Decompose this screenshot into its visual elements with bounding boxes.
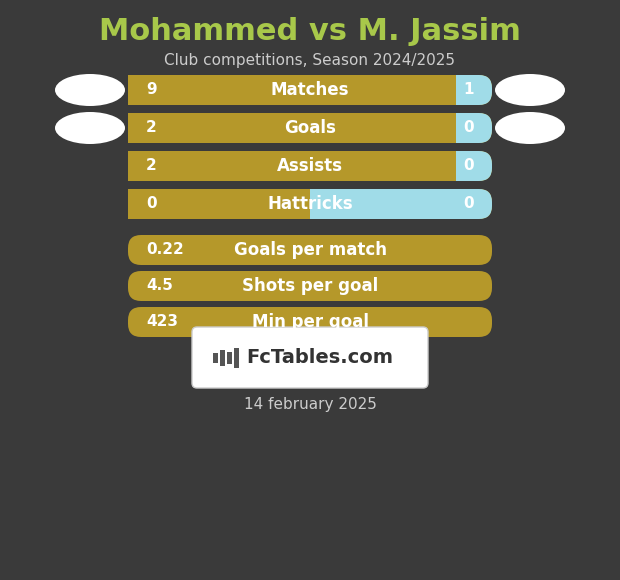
Ellipse shape: [495, 112, 565, 144]
Text: 2: 2: [146, 121, 157, 136]
FancyBboxPatch shape: [128, 113, 492, 143]
Bar: [220, 350, 225, 365]
Text: 423: 423: [146, 314, 178, 329]
Text: Hattricks: Hattricks: [267, 195, 353, 213]
FancyBboxPatch shape: [128, 189, 310, 219]
Text: Matches: Matches: [271, 81, 349, 99]
Text: Goals per match: Goals per match: [234, 241, 386, 259]
Text: 2: 2: [146, 158, 157, 173]
Text: Mohammed vs M. Jassim: Mohammed vs M. Jassim: [99, 17, 521, 46]
Bar: [227, 351, 232, 364]
FancyBboxPatch shape: [128, 235, 492, 265]
FancyBboxPatch shape: [128, 271, 492, 301]
FancyBboxPatch shape: [128, 75, 456, 105]
Text: Assists: Assists: [277, 157, 343, 175]
FancyBboxPatch shape: [128, 189, 492, 219]
Text: 0: 0: [146, 197, 157, 212]
FancyBboxPatch shape: [128, 307, 492, 337]
FancyBboxPatch shape: [128, 75, 492, 105]
Text: 0: 0: [463, 158, 474, 173]
Bar: [213, 353, 218, 362]
Text: Goals: Goals: [284, 119, 336, 137]
Bar: [234, 347, 239, 368]
FancyBboxPatch shape: [128, 113, 492, 143]
FancyBboxPatch shape: [128, 75, 492, 105]
FancyBboxPatch shape: [128, 151, 492, 181]
Text: Club competitions, Season 2024/2025: Club competitions, Season 2024/2025: [164, 53, 456, 67]
Text: 14 february 2025: 14 february 2025: [244, 397, 376, 412]
FancyBboxPatch shape: [128, 189, 492, 219]
Text: 1: 1: [464, 82, 474, 97]
Text: 4.5: 4.5: [146, 278, 173, 293]
Text: 0.22: 0.22: [146, 242, 184, 258]
FancyBboxPatch shape: [128, 151, 492, 181]
Text: 0: 0: [463, 121, 474, 136]
FancyBboxPatch shape: [128, 113, 456, 143]
FancyBboxPatch shape: [128, 151, 456, 181]
Ellipse shape: [495, 74, 565, 106]
Ellipse shape: [55, 112, 125, 144]
FancyBboxPatch shape: [192, 327, 428, 388]
Ellipse shape: [55, 74, 125, 106]
Text: Shots per goal: Shots per goal: [242, 277, 378, 295]
Text: 9: 9: [146, 82, 157, 97]
Text: FcTables.com: FcTables.com: [247, 348, 394, 367]
Text: 0: 0: [463, 197, 474, 212]
Text: Min per goal: Min per goal: [252, 313, 368, 331]
